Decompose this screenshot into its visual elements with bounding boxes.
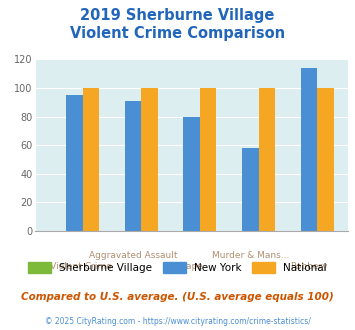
Legend: Sherburne Village, New York, National: Sherburne Village, New York, National — [24, 258, 331, 277]
Text: 2019 Sherburne Village: 2019 Sherburne Village — [80, 8, 275, 23]
Bar — [125, 101, 141, 231]
Text: © 2025 CityRating.com - https://www.cityrating.com/crime-statistics/: © 2025 CityRating.com - https://www.city… — [45, 317, 310, 326]
Bar — [301, 68, 317, 231]
Text: Robbery: Robbery — [290, 262, 328, 272]
Bar — [242, 148, 258, 231]
Bar — [317, 88, 334, 231]
Text: Murder & Mans...: Murder & Mans... — [212, 251, 289, 260]
Text: Rape: Rape — [180, 262, 203, 272]
Bar — [258, 88, 275, 231]
Bar — [141, 88, 158, 231]
Bar — [83, 88, 99, 231]
Text: Compared to U.S. average. (U.S. average equals 100): Compared to U.S. average. (U.S. average … — [21, 292, 334, 302]
Text: Aggravated Assault: Aggravated Assault — [89, 251, 177, 260]
Bar — [184, 116, 200, 231]
Bar — [200, 88, 216, 231]
Text: Violent Crime Comparison: Violent Crime Comparison — [70, 26, 285, 41]
Bar — [66, 95, 83, 231]
Text: All Violent Crime: All Violent Crime — [37, 262, 112, 272]
